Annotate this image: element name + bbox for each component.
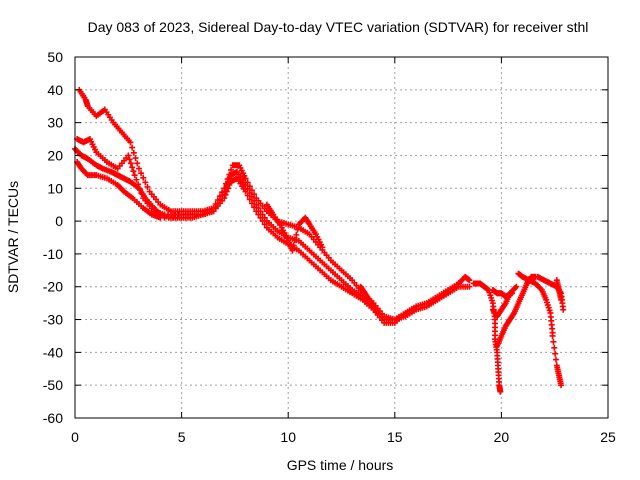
data-point [257, 214, 264, 221]
data-point [127, 139, 134, 146]
data-point [140, 174, 147, 181]
data-point [131, 172, 138, 179]
data-point [253, 208, 260, 215]
y-tick-label: -60 [43, 410, 63, 426]
y-tick-label: 10 [47, 180, 63, 196]
x-tick-label: 5 [178, 429, 186, 445]
y-tick-label: -40 [43, 344, 63, 360]
data-point [294, 226, 301, 233]
data-point [144, 183, 151, 190]
data-point [549, 332, 556, 339]
x-tick-label: 10 [280, 429, 296, 445]
y-tick-label: 20 [47, 147, 63, 163]
data-point [292, 237, 299, 244]
data-point [466, 283, 473, 290]
data-point [255, 211, 262, 218]
x-tick-label: 25 [600, 429, 616, 445]
data-point [558, 296, 565, 303]
data-point [244, 192, 251, 199]
data-point [126, 156, 133, 163]
y-tick-label: -20 [43, 279, 63, 295]
data-point [138, 170, 145, 177]
y-tick-label: -50 [43, 377, 63, 393]
data-point [558, 382, 565, 389]
y-tick-label: 50 [47, 49, 63, 65]
x-tick-label: 15 [387, 429, 403, 445]
y-tick-label: -10 [43, 246, 63, 262]
series-track-4 [72, 145, 185, 221]
data-point [129, 164, 136, 171]
data-point [293, 231, 300, 238]
data-point [225, 185, 232, 192]
series-track-3 [74, 159, 409, 326]
data-point [242, 181, 249, 188]
y-axis-label: SDTVAR / TECUs [5, 181, 21, 293]
data-point [130, 168, 137, 175]
data-point [135, 165, 142, 172]
data-point [513, 283, 520, 290]
data-point [248, 200, 255, 207]
series-track-5 [263, 201, 326, 254]
data-point [242, 188, 249, 195]
data-points [72, 86, 567, 395]
data-point [125, 152, 132, 159]
plot-frame [74, 56, 609, 419]
chart-title: Day 083 of 2023, Sidereal Day-to-day VTE… [88, 19, 589, 35]
data-point [132, 155, 139, 162]
x-axis-label: GPS time / hours [287, 457, 394, 473]
series-track-10 [494, 273, 539, 349]
series-track-2 [74, 136, 473, 323]
series-track-11 [515, 270, 556, 336]
data-point [130, 149, 137, 156]
x-tick-label: 0 [71, 429, 79, 445]
data-point [178, 214, 185, 221]
data-point [319, 244, 326, 251]
series-track-6 [357, 283, 381, 316]
series-track-7 [470, 280, 504, 395]
data-point [142, 179, 149, 186]
data-point [290, 242, 297, 249]
axis-ticks: 0 5 10 15 20 25 -60 -50 -40 -30 -20 -10 0 10 20 30 40 50 [43, 49, 616, 445]
y-tick-label: 0 [55, 213, 63, 229]
data-point [402, 309, 409, 316]
y-tick-label: 40 [47, 82, 63, 98]
data-point [560, 306, 567, 313]
series-track-14 [553, 277, 565, 303]
data-point [550, 338, 557, 345]
data-point [242, 175, 249, 182]
data-point [222, 191, 229, 198]
data-point [134, 160, 141, 167]
series-track-13 [549, 332, 565, 389]
data-point [129, 144, 136, 151]
data-point [246, 196, 253, 203]
y-tick-label: -30 [43, 312, 63, 328]
data-point [133, 176, 140, 183]
data-point [127, 160, 134, 167]
data-point [289, 247, 296, 254]
grid-lines [75, 57, 608, 418]
data-point [221, 195, 228, 202]
data-point [466, 277, 473, 284]
data-point [497, 388, 504, 395]
data-point [226, 181, 233, 188]
data-point [223, 188, 230, 195]
x-tick-label: 20 [494, 429, 510, 445]
data-point [261, 221, 268, 228]
series-track-9 [489, 283, 520, 320]
data-point [552, 356, 559, 363]
data-point [551, 344, 558, 351]
y-tick-label: 30 [47, 115, 63, 131]
data-point [374, 309, 381, 316]
data-point [552, 350, 559, 357]
data-point [228, 166, 235, 173]
data-point [259, 218, 266, 225]
data-point [251, 204, 258, 211]
